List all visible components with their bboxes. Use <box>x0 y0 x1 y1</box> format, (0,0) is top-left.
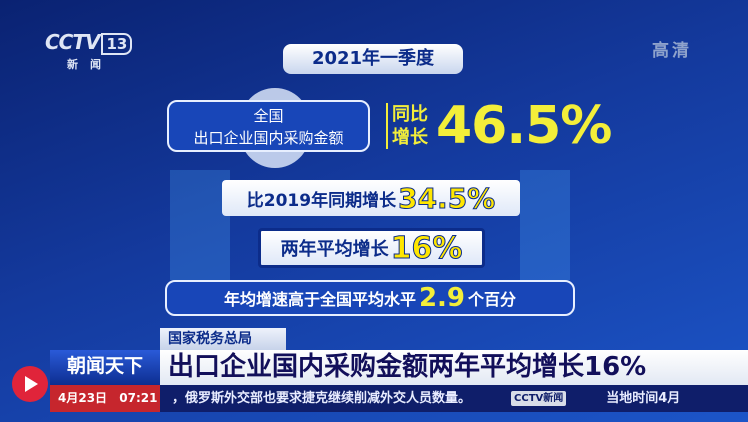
period-badge: 2021年一季度 <box>283 44 463 74</box>
annual-growth-label: 年均增速高于全国平均水平 <box>223 290 416 309</box>
hd-watermark: 高清 <box>652 41 692 61</box>
yoy-label-1: 同比 <box>392 104 428 125</box>
vs-2019-label: 比2019年同期增长 <box>246 190 397 211</box>
program-name: 朝闻天下 <box>50 350 160 385</box>
annual-growth-value: 2.9 <box>418 283 466 313</box>
two-year-avg-value: 16% <box>390 230 463 266</box>
metric-box: 全国 出口企业国内采购金额 <box>167 100 370 152</box>
annual-growth-suffix: 个百分 <box>468 290 517 309</box>
yoy-label: 同比 增长 <box>386 103 432 149</box>
vs-2019-row: 比2019年同期增长 34.5% <box>222 180 520 216</box>
ticker-next: 当地时间4月 <box>606 391 681 406</box>
yoy-label-2: 增长 <box>392 127 428 148</box>
vs-2019-value: 34.5% <box>398 181 496 215</box>
logo-text: CCTV <box>45 30 100 54</box>
headline: 出口企业国内采购金额两年平均增长16% <box>160 350 748 385</box>
channel-number: 13 <box>101 33 133 55</box>
annual-growth-row: 年均增速高于全国平均水平 2.9 个百分 <box>165 280 575 316</box>
cctv13-logo: CCTV 13 新闻 <box>45 30 133 72</box>
metric-line1: 全国 <box>253 107 284 125</box>
channel-sub: 新闻 <box>67 58 113 71</box>
two-year-avg-row: 两年平均增长 16% <box>258 228 485 268</box>
ticker-text: ，俄罗斯外交部也要求捷克继续削减外交人员数量。 <box>172 391 472 406</box>
metric-line2: 出口企业国内采购金额 <box>193 129 344 147</box>
yoy-value: 46.5% <box>436 96 612 156</box>
source-tag: 国家税务总局 <box>160 328 286 350</box>
decor-building <box>170 170 230 280</box>
date: 4月23日 <box>58 391 108 405</box>
two-year-avg-label: 两年平均增长 <box>280 239 389 260</box>
cctv-news-logo: CCTV新闻 <box>511 391 567 406</box>
date-time: 4月23日 07:21 <box>50 385 160 412</box>
news-ticker: ，俄罗斯外交部也要求捷克继续削减外交人员数量。 CCTV新闻 当地时间4月 <box>160 385 748 412</box>
time: 07:21 <box>119 391 158 405</box>
decor-building <box>520 170 570 280</box>
play-icon <box>12 366 48 402</box>
